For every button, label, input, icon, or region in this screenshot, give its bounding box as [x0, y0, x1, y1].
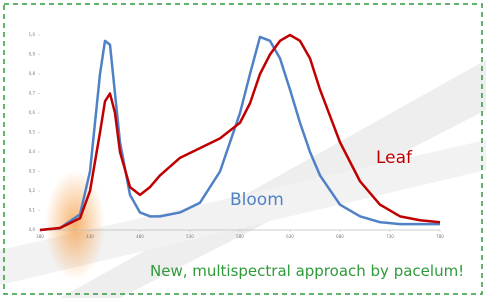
x-tick-label: 680 — [336, 234, 344, 239]
x-tick-label: 780 — [436, 234, 444, 239]
y-tick-label: 0,0 — [29, 227, 36, 232]
x-tick-label: 430 — [86, 234, 94, 239]
legend-label: Bloom — [230, 190, 284, 210]
y-tick-label: 0,3 — [29, 169, 36, 174]
y-tick-label: 0,6 — [29, 110, 36, 115]
y-tick-label: 0,8 — [29, 71, 36, 76]
x-tick-label: 530 — [186, 234, 194, 239]
caption: New, multispectral approach by pacelum! — [150, 262, 464, 280]
chart: New, multispectral approach by pacelum! … — [0, 0, 486, 298]
page: {"chart_data": {"type": "line", "caption… — [0, 0, 486, 298]
y-tick-label: 0,5 — [29, 130, 36, 135]
y-tick-label: 1,0 — [29, 32, 36, 37]
legend-label: Leaf — [376, 148, 413, 168]
x-tick-label: 580 — [236, 234, 244, 239]
y-tick-label: 0,7 — [29, 91, 36, 96]
y-tick-label: 0,9 — [29, 52, 36, 57]
x-tick-label: 730 — [386, 234, 394, 239]
y-tick-label: 0,2 — [29, 188, 36, 193]
y-tick-label: 0,1 — [29, 208, 36, 213]
x-tick-label: 480 — [136, 234, 144, 239]
x-tick-label: 380 — [36, 234, 44, 239]
glow — [45, 170, 105, 280]
y-tick-label: 0,4 — [29, 149, 36, 154]
x-tick-label: 630 — [286, 234, 294, 239]
